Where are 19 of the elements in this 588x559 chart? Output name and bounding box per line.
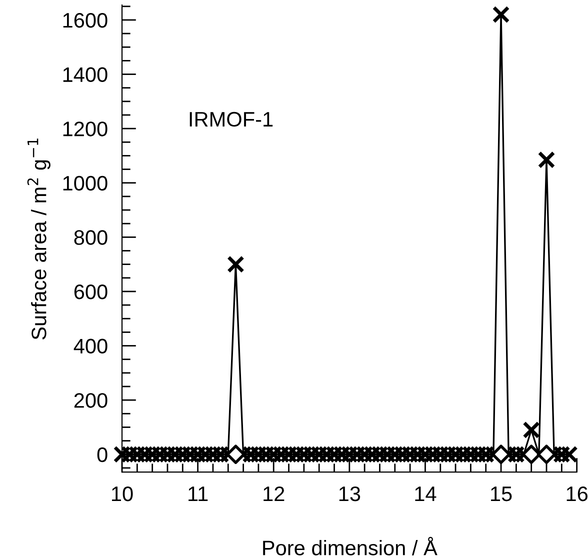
y-tick-label: 1200 bbox=[63, 122, 108, 136]
x-tick-label: 16 bbox=[566, 486, 588, 502]
y-tick-label: 0 bbox=[97, 447, 108, 462]
y-tick-label: 1400 bbox=[63, 67, 108, 82]
y-axis-title: Surface area / m$^{2}$ g$^{−1}$ bbox=[27, 138, 50, 340]
y-tick-label: 400 bbox=[74, 338, 108, 354]
y-tick-label: 1600 bbox=[63, 12, 108, 28]
x-tick-label: 14 bbox=[415, 486, 436, 502]
annotation: IRMOF-1 bbox=[190, 112, 273, 127]
y-tick-label: 800 bbox=[74, 230, 108, 245]
y-tick-label: 200 bbox=[74, 393, 108, 408]
x-tick-label: 15 bbox=[491, 486, 512, 502]
x-tick-label: 11 bbox=[188, 486, 208, 502]
x-tick-label: 12 bbox=[264, 486, 284, 502]
y-tick-label: 600 bbox=[74, 284, 108, 300]
y-tick-label: 1000 bbox=[63, 176, 108, 191]
x-tick-label: 10 bbox=[112, 486, 133, 502]
x-axis-title: Pore dimension / Å bbox=[263, 536, 438, 556]
x-tick-label: 13 bbox=[339, 486, 360, 502]
